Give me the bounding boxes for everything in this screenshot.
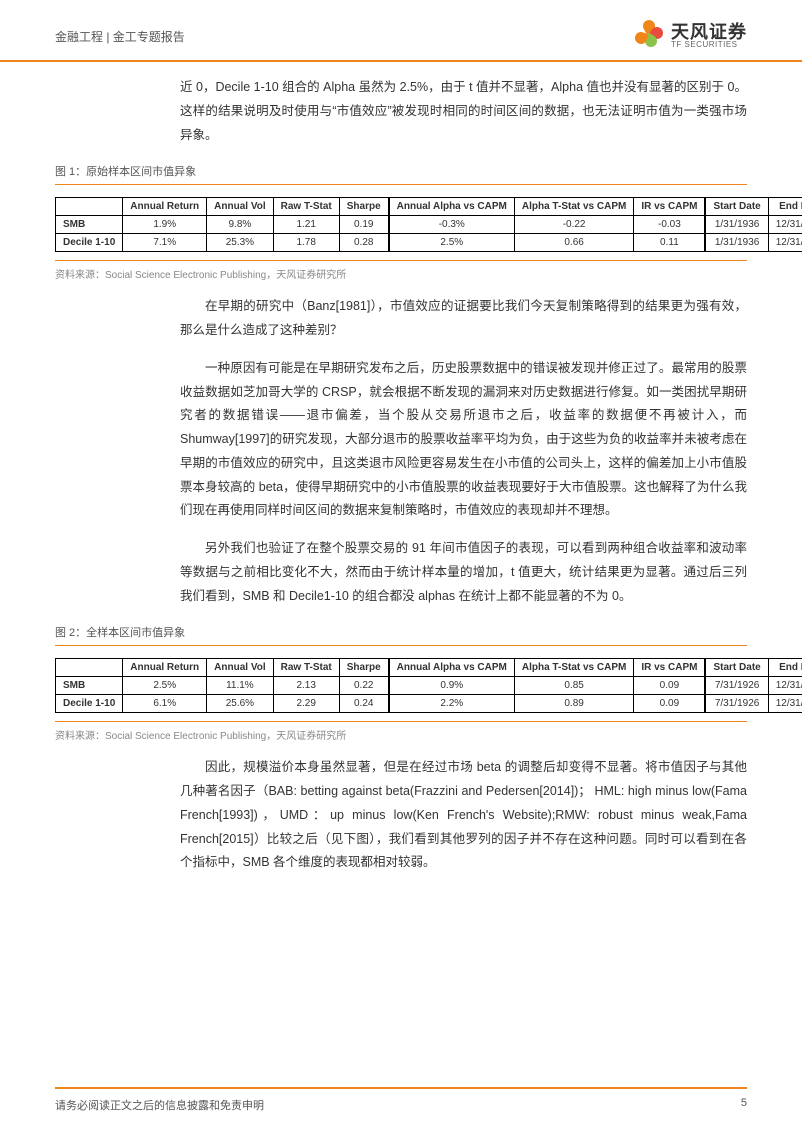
cell: 0.09	[634, 695, 706, 713]
breadcrumb: 金融工程 | 金工专题报告	[55, 28, 185, 45]
col-sharpe: Sharpe	[339, 659, 388, 677]
cell: -0.03	[634, 216, 706, 234]
cell: 1.21	[273, 216, 339, 234]
table-row: SMB 1.9% 9.8% 1.21 0.19 -0.3% -0.22 -0.0…	[56, 216, 802, 234]
logo-english: TF SECURITIES	[671, 41, 747, 49]
cell: 0.28	[339, 234, 388, 252]
table-row: Decile 1-10 7.1% 25.3% 1.78 0.28 2.5% 0.…	[56, 234, 802, 252]
col-empty	[56, 198, 123, 216]
figure1-label: 图 1：原始样本区间市值异象	[55, 163, 747, 185]
paragraph-4: 另外我们也验证了在整个股票交易的 91 年间市值因子的表现，可以看到两种组合收益…	[55, 537, 747, 608]
page-footer: 请务必阅读正文之后的信息披露和免责申明 5	[55, 1087, 747, 1113]
paragraph-2: 在早期的研究中（Banz[1981]），市值效应的证据要比我们今天复制策略得到的…	[55, 295, 747, 343]
col-annual-return: Annual Return	[123, 198, 207, 216]
logo-chinese: 天风证券	[671, 23, 747, 41]
table-row: SMB 2.5% 11.1% 2.13 0.22 0.9% 0.85 0.09 …	[56, 677, 802, 695]
cell: 12/31/2017	[768, 677, 802, 695]
cell: 25.6%	[207, 695, 273, 713]
page-header: 金融工程 | 金工专题报告 天风证券 TF SECURITIES	[0, 0, 802, 62]
cell: 7/31/1926	[705, 695, 768, 713]
col-alpha-tstat: Alpha T-Stat vs CAPM	[514, 198, 633, 216]
cell: -0.3%	[389, 216, 515, 234]
cell: 0.11	[634, 234, 706, 252]
cell: 2.5%	[123, 677, 207, 695]
row-label-smb: SMB	[56, 216, 123, 234]
col-empty	[56, 659, 123, 677]
cell: 9.8%	[207, 216, 273, 234]
logo-text: 天风证券 TF SECURITIES	[671, 23, 747, 49]
footer-disclaimer: 请务必阅读正文之后的信息披露和免责申明	[55, 1097, 264, 1113]
cell: 12/31/1975	[768, 216, 802, 234]
cell: 0.9%	[389, 677, 515, 695]
table-row: Decile 1-10 6.1% 25.6% 2.29 0.24 2.2% 0.…	[56, 695, 802, 713]
row-label-decile: Decile 1-10	[56, 234, 123, 252]
page-content: 近 0，Decile 1-10 组合的 Alpha 虽然为 2.5%，由于 t …	[0, 76, 802, 875]
figure2-source: 资料来源：Social Science Electronic Publishin…	[55, 721, 747, 742]
page-number: 5	[741, 1097, 747, 1113]
col-alpha-capm: Annual Alpha vs CAPM	[389, 659, 515, 677]
cell: 7.1%	[123, 234, 207, 252]
cell: 2.29	[273, 695, 339, 713]
cell: 0.19	[339, 216, 388, 234]
cell: 2.13	[273, 677, 339, 695]
col-ir-capm: IR vs CAPM	[634, 198, 706, 216]
col-start-date: Start Date	[705, 659, 768, 677]
cell: 6.1%	[123, 695, 207, 713]
col-annual-vol: Annual Vol	[207, 659, 273, 677]
cell: 25.3%	[207, 234, 273, 252]
col-end-date: End Date	[768, 659, 802, 677]
cell: 11.1%	[207, 677, 273, 695]
logo-flower-icon	[633, 20, 665, 52]
row-label-smb: SMB	[56, 677, 123, 695]
cell: 1/31/1936	[705, 216, 768, 234]
cell: -0.22	[514, 216, 633, 234]
figure2-label: 图 2：全样本区间市值异象	[55, 624, 747, 646]
cell: 12/31/2017	[768, 695, 802, 713]
cell: 0.22	[339, 677, 388, 695]
col-annual-vol: Annual Vol	[207, 198, 273, 216]
figure2-table: Annual Return Annual Vol Raw T-Stat Shar…	[55, 658, 802, 713]
cell: 2.2%	[389, 695, 515, 713]
paragraph-intro: 近 0，Decile 1-10 组合的 Alpha 虽然为 2.5%，由于 t …	[55, 76, 747, 147]
cell: 1.78	[273, 234, 339, 252]
cell: 12/31/1975	[768, 234, 802, 252]
col-raw-tstat: Raw T-Stat	[273, 659, 339, 677]
col-sharpe: Sharpe	[339, 198, 388, 216]
cell: 0.66	[514, 234, 633, 252]
row-label-decile: Decile 1-10	[56, 695, 123, 713]
paragraph-3: 一种原因有可能是在早期研究发布之后，历史股票数据中的错误被发现并修正过了。最常用…	[55, 357, 747, 523]
cell: 2.5%	[389, 234, 515, 252]
company-logo: 天风证券 TF SECURITIES	[633, 20, 747, 52]
col-raw-tstat: Raw T-Stat	[273, 198, 339, 216]
cell: 0.24	[339, 695, 388, 713]
cell: 0.09	[634, 677, 706, 695]
table-header-row: Annual Return Annual Vol Raw T-Stat Shar…	[56, 659, 802, 677]
col-start-date: Start Date	[705, 198, 768, 216]
cell: 1.9%	[123, 216, 207, 234]
cell: 7/31/1926	[705, 677, 768, 695]
cell: 0.89	[514, 695, 633, 713]
cell: 0.85	[514, 677, 633, 695]
figure1-table: Annual Return Annual Vol Raw T-Stat Shar…	[55, 197, 802, 252]
col-alpha-tstat: Alpha T-Stat vs CAPM	[514, 659, 633, 677]
col-ir-capm: IR vs CAPM	[634, 659, 706, 677]
col-alpha-capm: Annual Alpha vs CAPM	[389, 198, 515, 216]
col-end-date: End Date	[768, 198, 802, 216]
cell: 1/31/1936	[705, 234, 768, 252]
figure1-source: 资料来源：Social Science Electronic Publishin…	[55, 260, 747, 281]
table-header-row: Annual Return Annual Vol Raw T-Stat Shar…	[56, 198, 802, 216]
paragraph-5: 因此，规模溢价本身虽然显著，但是在经过市场 beta 的调整后却变得不显著。将市…	[55, 756, 747, 875]
col-annual-return: Annual Return	[123, 659, 207, 677]
